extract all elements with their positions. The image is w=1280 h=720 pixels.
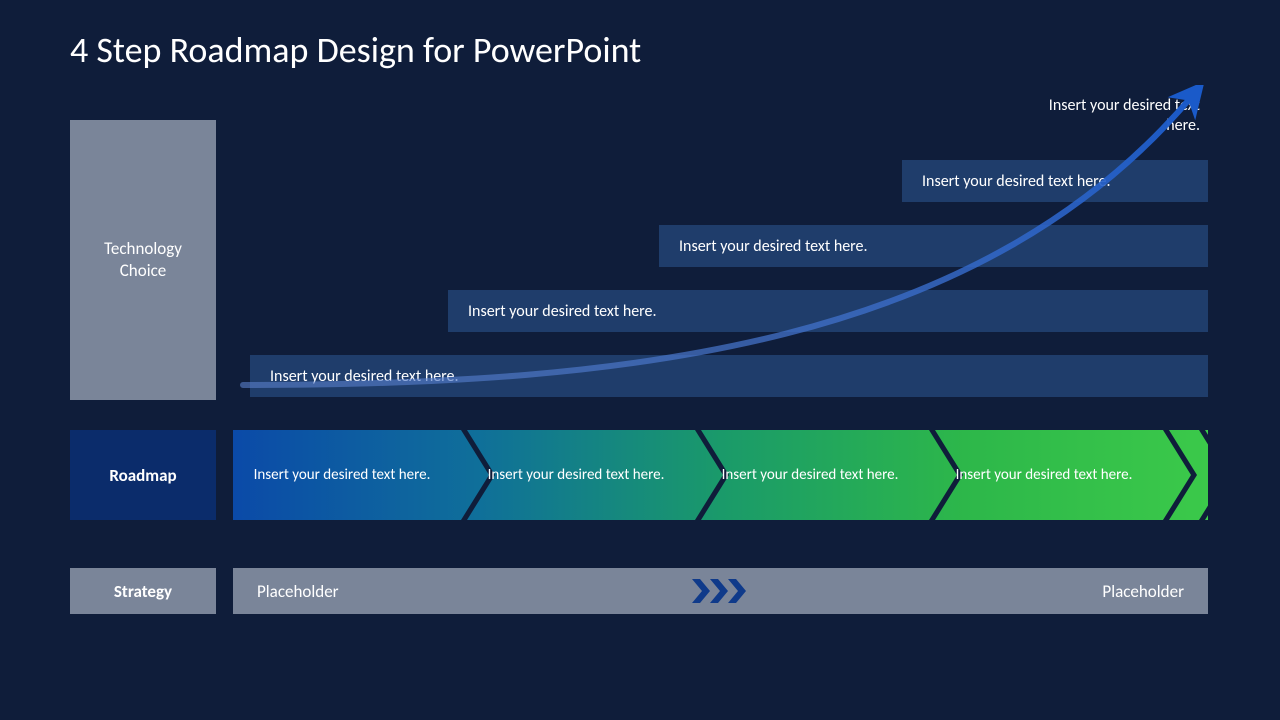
strategy-right-placeholder: Placeholder <box>1102 581 1184 602</box>
stair-bar-1: Insert your desired text here. <box>902 160 1208 202</box>
roadmap-step-4-text: Insert your desired text here. <box>935 430 1163 520</box>
slide-title: 4 Step Roadmap Design for PowerPoint <box>70 28 641 72</box>
stair-bar-2: Insert your desired text here. <box>659 225 1208 267</box>
roadmap-label-block: Roadmap <box>70 430 216 520</box>
apex-text: Insert your desired text here. <box>1030 96 1200 136</box>
stair-bar-1-text: Insert your desired text here. <box>922 172 1111 191</box>
roadmap-step-1: Insert your desired text here. <box>233 430 461 520</box>
roadmap-step-3-text: Insert your desired text here. <box>701 430 929 520</box>
strategy-bar: Placeholder Placeholder <box>233 568 1208 614</box>
roadmap-chevron-row: Insert your desired text here.Insert you… <box>233 430 1208 520</box>
strategy-label-text: Strategy <box>114 581 172 602</box>
technology-choice-block: Technology Choice <box>70 120 216 400</box>
stair-bar-3-text: Insert your desired text here. <box>468 302 657 321</box>
roadmap-label-text: Roadmap <box>109 465 176 486</box>
technology-choice-label: Technology Choice <box>80 238 206 282</box>
roadmap-step-4: Insert your desired text here. <box>935 430 1163 520</box>
roadmap-step-1-text: Insert your desired text here. <box>233 430 461 520</box>
roadmap-step-3: Insert your desired text here. <box>701 430 929 520</box>
stair-bar-2-text: Insert your desired text here. <box>679 237 868 256</box>
strategy-label-block: Strategy <box>70 568 216 614</box>
strategy-mini-chevrons-icon <box>692 579 750 603</box>
roadmap-step-2: Insert your desired text here. <box>467 430 695 520</box>
stair-bar-3: Insert your desired text here. <box>448 290 1208 332</box>
strategy-left-placeholder: Placeholder <box>257 581 339 602</box>
stair-bar-4: Insert your desired text here. <box>250 355 1208 397</box>
stair-bar-4-text: Insert your desired text here. <box>270 367 459 386</box>
roadmap-step-2-text: Insert your desired text here. <box>467 430 695 520</box>
